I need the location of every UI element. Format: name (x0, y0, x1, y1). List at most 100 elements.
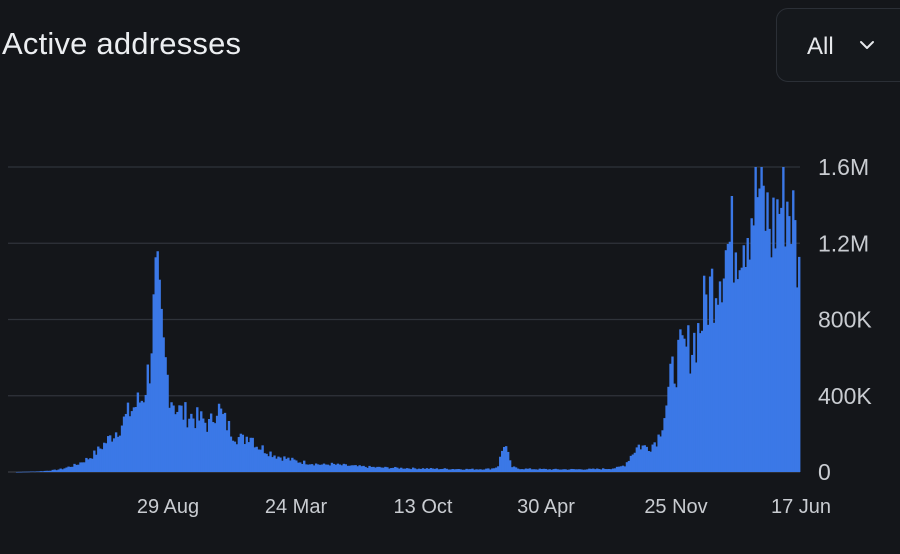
chart-bar (289, 460, 292, 472)
chart-bar (726, 243, 730, 472)
chart-bar (31, 471, 35, 473)
chart-bar (382, 467, 385, 472)
chart-bar (237, 437, 241, 472)
chart-bar (754, 167, 757, 472)
chart-bar (160, 308, 163, 472)
chart-bar (716, 304, 720, 472)
chart-bar (512, 466, 516, 472)
chart-bar (493, 468, 496, 472)
chart-bar (79, 462, 82, 472)
chart-bar (405, 468, 409, 472)
chart-bar (293, 459, 296, 472)
chart-bar (241, 434, 245, 472)
chart-bar (788, 216, 791, 472)
chart-bar (560, 469, 563, 472)
chart-bar (607, 468, 611, 472)
y-tick-label: 0 (818, 459, 831, 485)
chart-bar (166, 374, 169, 472)
chart-bar (130, 411, 134, 472)
chart-bar (279, 457, 282, 472)
chart-bar (380, 467, 383, 472)
chart-bar (132, 407, 136, 472)
chart-bar (695, 362, 698, 472)
chart-bar (334, 464, 338, 472)
y-tick-label: 1.6M (818, 154, 869, 180)
chart-bar (699, 333, 702, 472)
chart-bar (184, 402, 187, 472)
chart-bar (73, 463, 76, 472)
chart-bar (285, 458, 288, 472)
chart-bar (744, 267, 747, 472)
chart-bar (613, 468, 617, 472)
chart-bar (574, 469, 577, 472)
chart-bar (760, 167, 763, 472)
chart-bar (702, 275, 706, 472)
chart-bar (413, 468, 417, 472)
chart-bar (534, 469, 538, 472)
chart-bar (176, 411, 179, 472)
chart-bar (281, 460, 284, 472)
time-range-select[interactable]: All (776, 8, 900, 82)
chart-bar (243, 444, 246, 472)
chart-bar (564, 469, 567, 472)
chart-bar (520, 469, 524, 472)
chart-bar (39, 471, 43, 472)
chart-bar (499, 456, 502, 472)
chart-bar (251, 437, 254, 472)
chart-bar (794, 220, 797, 472)
chart-bar (376, 466, 379, 472)
chart-bar (792, 190, 795, 472)
chart-bar (689, 373, 692, 472)
chart-bar (388, 468, 391, 472)
chart-bar (21, 471, 25, 473)
chart-bar (271, 457, 274, 472)
chart-bar (295, 460, 298, 472)
chart-bar (146, 364, 149, 472)
chart-bar (421, 468, 425, 472)
chart-bar (673, 383, 676, 472)
chart-bar (112, 438, 116, 472)
chart-bar (358, 465, 361, 472)
chart-bar (144, 394, 147, 472)
chart-bar (479, 469, 482, 472)
chart-bar (617, 466, 621, 472)
y-tick-label: 800K (818, 307, 872, 333)
chart-bar (394, 466, 397, 472)
x-axis: 29 Aug 24 Mar 13 Oct 30 Apr 25 Nov 17 Jun (137, 496, 831, 518)
chart-bar (590, 468, 593, 472)
chart-bar (150, 353, 153, 472)
chart-bar (81, 462, 84, 472)
chart-bar (33, 471, 37, 473)
chart-bar (233, 441, 237, 472)
chart-bar (330, 462, 334, 472)
chart-bar (746, 237, 749, 472)
chart-bar (548, 469, 551, 472)
chart-bar (701, 330, 704, 472)
chart-bar (556, 469, 559, 472)
chart-bar (433, 468, 437, 472)
chart-bar (402, 468, 405, 472)
chart-bar (566, 469, 569, 472)
chart-bar (105, 443, 108, 472)
chart-bar (275, 458, 278, 472)
chart-bar (269, 451, 272, 472)
chart-bar (322, 463, 326, 472)
chart-bar (639, 449, 642, 472)
chart-bar (530, 469, 534, 472)
chart-bar (447, 469, 450, 472)
chart-bar (93, 450, 96, 472)
chart-bar (685, 346, 688, 472)
chart-bar (718, 281, 722, 472)
chart-bar (213, 423, 217, 472)
y-axis: 0 400K 800K 1.2M 1.6M (818, 154, 872, 485)
chart-bar (669, 363, 672, 472)
chart-bar (706, 324, 710, 472)
chart-bar (443, 468, 446, 472)
chart-bar (780, 207, 783, 472)
chart-bar (712, 322, 716, 472)
chart-bar (506, 451, 510, 472)
chart-bar (687, 325, 690, 472)
chart-bar (360, 466, 363, 472)
chart-bar (223, 412, 227, 472)
chart-bar (368, 465, 371, 472)
